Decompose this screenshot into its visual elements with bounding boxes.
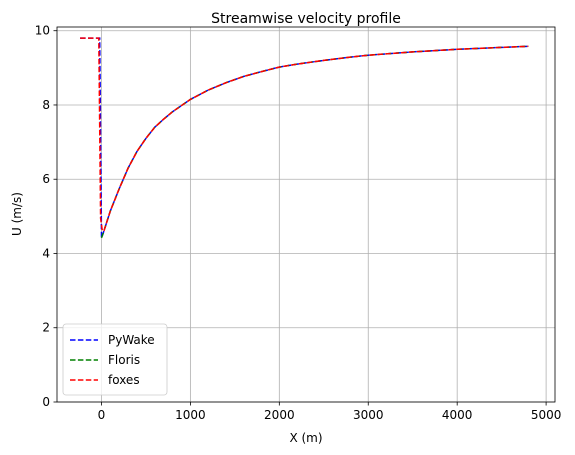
y-tick-label: 6 bbox=[42, 172, 50, 186]
x-tick-label: 2000 bbox=[264, 408, 295, 422]
y-tick-label: 2 bbox=[42, 321, 50, 335]
legend: PyWake Floris foxes bbox=[62, 323, 168, 396]
y-tick-label: 8 bbox=[42, 98, 50, 112]
chart-title: Streamwise velocity profile bbox=[211, 11, 401, 27]
series-line-floris bbox=[100, 45, 529, 239]
legend-label-floris: Floris bbox=[108, 353, 140, 367]
y-tick-label: 10 bbox=[35, 24, 50, 38]
series-lines bbox=[80, 37, 529, 239]
x-tick-label: 3000 bbox=[353, 408, 384, 422]
series-line-foxes bbox=[80, 37, 529, 233]
x-tick-label: 5000 bbox=[531, 408, 562, 422]
y-ticks: 0 2 4 6 8 10 bbox=[35, 24, 57, 409]
x-axis-label: X (m) bbox=[289, 431, 322, 445]
y-tick-label: 0 bbox=[42, 395, 50, 409]
x-tick-label: 1000 bbox=[175, 408, 206, 422]
plot-frame bbox=[56, 26, 556, 403]
y-axis-label: U (m/s) bbox=[10, 192, 24, 236]
legend-frame bbox=[62, 323, 168, 396]
legend-label-foxes: foxes bbox=[108, 373, 140, 387]
legend-label-pywake: PyWake bbox=[108, 333, 155, 347]
x-tick-label: 0 bbox=[98, 408, 106, 422]
x-tick-label: 4000 bbox=[442, 408, 473, 422]
series-line-pywake bbox=[80, 37, 529, 239]
y-tick-label: 4 bbox=[42, 246, 50, 260]
x-ticks: 0 1000 2000 3000 4000 5000 bbox=[98, 402, 562, 422]
